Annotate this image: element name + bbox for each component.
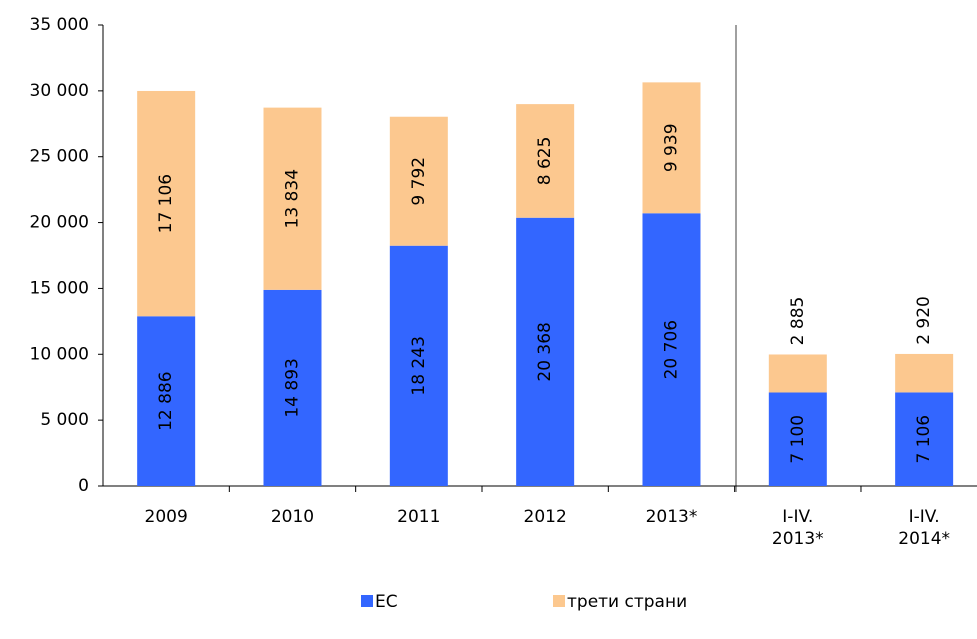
bar-segment	[516, 217, 575, 486]
y-tick-label: 5 000	[40, 410, 89, 430]
value-label: 17 106	[156, 174, 176, 233]
bar-segment	[516, 104, 575, 218]
y-tick-label: 10 000	[30, 344, 89, 364]
bar-segment	[263, 289, 322, 486]
value-label: 12 886	[156, 371, 176, 430]
value-label: 20 368	[535, 322, 555, 381]
y-tick-label: 30 000	[30, 81, 89, 101]
y-tick-label: 20 000	[30, 213, 89, 233]
value-label: 2 885	[788, 297, 808, 346]
value-label: 8 625	[535, 137, 555, 186]
y-tick-label: 0	[78, 476, 89, 496]
bar-segment	[895, 392, 954, 486]
value-label: 14 893	[282, 358, 302, 417]
value-label: 9 792	[409, 157, 429, 206]
bar-segment	[137, 90, 196, 317]
bar-segment	[389, 245, 448, 486]
x-tick-label: I-IV. 2014*	[898, 507, 951, 549]
bar-segment	[642, 213, 701, 486]
x-tick-label: 2010	[270, 507, 315, 527]
legend-label: трети страни	[567, 592, 687, 612]
bar-segment	[768, 354, 827, 393]
x-tick-label: 2011	[397, 507, 441, 527]
value-label: 9 939	[661, 123, 681, 172]
bar-segment	[642, 82, 701, 214]
legend-swatch	[361, 595, 373, 607]
x-tick-label: 2009	[144, 507, 188, 527]
x-tick-label: 2013*	[645, 507, 698, 527]
y-tick-label: 25 000	[30, 147, 89, 167]
x-tick-label: I-IV. 2013*	[771, 507, 824, 549]
y-tick-label: 35 000	[30, 15, 89, 35]
bar-segment	[263, 107, 322, 290]
value-label: 7 106	[914, 415, 934, 464]
y-tick-label: 15 000	[30, 278, 89, 298]
legend-label: ЕС	[375, 592, 398, 612]
bar-segment	[137, 316, 196, 486]
value-label: 7 100	[788, 415, 808, 464]
legend-swatch	[553, 595, 565, 607]
x-tick-label: 2012	[523, 507, 567, 527]
bar-segment	[389, 116, 448, 246]
value-label: 18 243	[409, 336, 429, 395]
bar-segment	[895, 353, 954, 393]
value-label: 20 706	[661, 320, 681, 379]
value-label: 2 920	[914, 296, 934, 345]
bar-segment	[768, 392, 827, 486]
value-label: 13 834	[282, 169, 302, 228]
